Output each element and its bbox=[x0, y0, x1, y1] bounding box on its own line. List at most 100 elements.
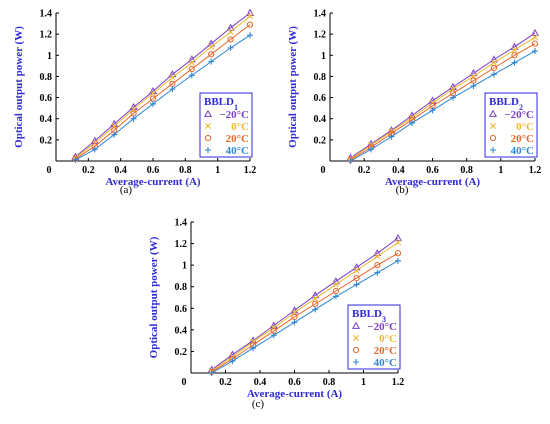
x-axis-title: Average-current (A) bbox=[105, 176, 201, 188]
data-point bbox=[208, 51, 215, 58]
y-tick-label: 1.4 bbox=[314, 9, 327, 20]
x-tick-label: 0.2 bbox=[358, 165, 371, 176]
data-point bbox=[227, 29, 234, 36]
y-tick-label: 1 bbox=[182, 261, 187, 272]
data-point bbox=[111, 131, 118, 138]
x-axis-title: Average-current (A) bbox=[247, 388, 343, 400]
x-tick-label: 0.6 bbox=[426, 165, 439, 176]
data-point bbox=[490, 64, 498, 72]
legend: BBLD2−20°C0°C20°C40°C bbox=[484, 92, 538, 158]
series-line bbox=[350, 36, 536, 160]
y-axis-title: Optical output power (W) bbox=[148, 236, 160, 358]
series-line bbox=[75, 34, 251, 161]
data-point bbox=[531, 40, 539, 47]
y-tick-label: 0.4 bbox=[175, 325, 188, 336]
x-tick-label: 0.8 bbox=[179, 165, 192, 176]
data-point bbox=[227, 44, 234, 51]
legend-marker bbox=[353, 335, 359, 341]
data-point bbox=[352, 263, 361, 271]
y-tick-label: 1.2 bbox=[314, 30, 327, 41]
legend-entry: −20°C bbox=[367, 321, 397, 333]
data-point bbox=[353, 267, 360, 274]
legend-entry: 0°C bbox=[516, 121, 534, 133]
legend-box bbox=[484, 92, 538, 158]
legend-entry: 20°C bbox=[511, 133, 534, 145]
data-point bbox=[511, 59, 518, 66]
data-point bbox=[532, 34, 538, 41]
legend-title-subscript: 1 bbox=[234, 103, 238, 112]
data-point bbox=[169, 86, 176, 93]
chart-panel: 0 0.2 0.4 0.6 0.8 1 1.2 0.2 0.4 0.6 0.8 1 1.2 1.4 Aver… bbox=[287, 9, 541, 197]
y-tick-label: 1 bbox=[321, 51, 326, 62]
legend-marker bbox=[490, 123, 496, 129]
data-point bbox=[491, 71, 497, 78]
data-point bbox=[491, 59, 497, 66]
data-point bbox=[247, 32, 253, 39]
data-point bbox=[227, 36, 234, 43]
data-point bbox=[169, 74, 176, 81]
panel-caption: (b) bbox=[396, 184, 409, 196]
x-tick-label: 0 bbox=[321, 165, 326, 176]
legend-title: BBLD3 bbox=[352, 308, 386, 324]
legend-entry: 20°C bbox=[226, 133, 249, 145]
legend-entry: −20°C bbox=[219, 109, 249, 121]
y-tick-label: 0.8 bbox=[175, 282, 188, 293]
legend-marker bbox=[205, 147, 211, 153]
data-point bbox=[409, 119, 415, 126]
data-point bbox=[72, 156, 79, 163]
y-tick-label: 0.6 bbox=[314, 93, 327, 104]
data-point bbox=[246, 21, 254, 28]
series-line bbox=[211, 260, 399, 374]
chart-panel: 0 0.2 0.4 0.6 0.8 1 1.2 0.2 0.4 0.6 0.8 1 1.2 1.4 Aver… bbox=[148, 218, 404, 411]
x-tick-label: 0.4 bbox=[254, 377, 267, 388]
legend-marker bbox=[353, 359, 359, 365]
data-point bbox=[150, 90, 156, 97]
legend-entry: −20°C bbox=[504, 109, 534, 121]
y-tick-label: 0.2 bbox=[314, 135, 327, 146]
data-point bbox=[208, 43, 215, 50]
legend-marker bbox=[352, 346, 360, 354]
legend-title-subscript: 2 bbox=[519, 103, 523, 112]
y-tick-label: 0.8 bbox=[314, 72, 327, 83]
x-tick-label: 0.8 bbox=[460, 165, 473, 176]
data-point bbox=[331, 277, 340, 285]
data-point bbox=[368, 146, 374, 153]
x-tick-label: 0.8 bbox=[323, 377, 336, 388]
y-tick-label: 0.6 bbox=[175, 304, 188, 315]
data-point bbox=[130, 115, 137, 122]
series-line bbox=[211, 252, 399, 373]
data-point bbox=[312, 306, 319, 313]
series-line bbox=[350, 50, 536, 162]
data-point bbox=[450, 94, 456, 101]
x-tick-label: 0 bbox=[182, 377, 187, 388]
data-point bbox=[395, 257, 401, 264]
data-point bbox=[150, 100, 156, 107]
series-line bbox=[75, 24, 251, 160]
data-point bbox=[332, 293, 339, 300]
data-point bbox=[91, 146, 98, 153]
legend-marker bbox=[205, 123, 211, 129]
data-point bbox=[395, 239, 401, 246]
y-tick-label: 1 bbox=[47, 51, 52, 62]
data-point bbox=[530, 28, 540, 36]
y-tick-label: 0.2 bbox=[40, 135, 53, 146]
x-tick-label: 0.6 bbox=[288, 377, 301, 388]
data-point bbox=[332, 281, 339, 288]
data-point bbox=[393, 233, 403, 242]
data-point bbox=[353, 281, 360, 288]
data-point bbox=[374, 253, 381, 260]
legend-entry: 40°C bbox=[374, 357, 397, 369]
legend-entry: 20°C bbox=[374, 345, 397, 357]
x-tick-label: 0.4 bbox=[114, 165, 127, 176]
data-point bbox=[511, 52, 518, 59]
data-point bbox=[388, 133, 395, 140]
legend-marker bbox=[203, 109, 213, 117]
x-tick-label: 0.2 bbox=[82, 165, 95, 176]
data-point bbox=[470, 82, 477, 89]
data-point bbox=[188, 65, 195, 73]
series-line bbox=[75, 15, 251, 159]
data-point bbox=[347, 158, 354, 164]
x-tick-label: 1.2 bbox=[244, 165, 257, 176]
x-tick-label: 1 bbox=[361, 377, 366, 388]
